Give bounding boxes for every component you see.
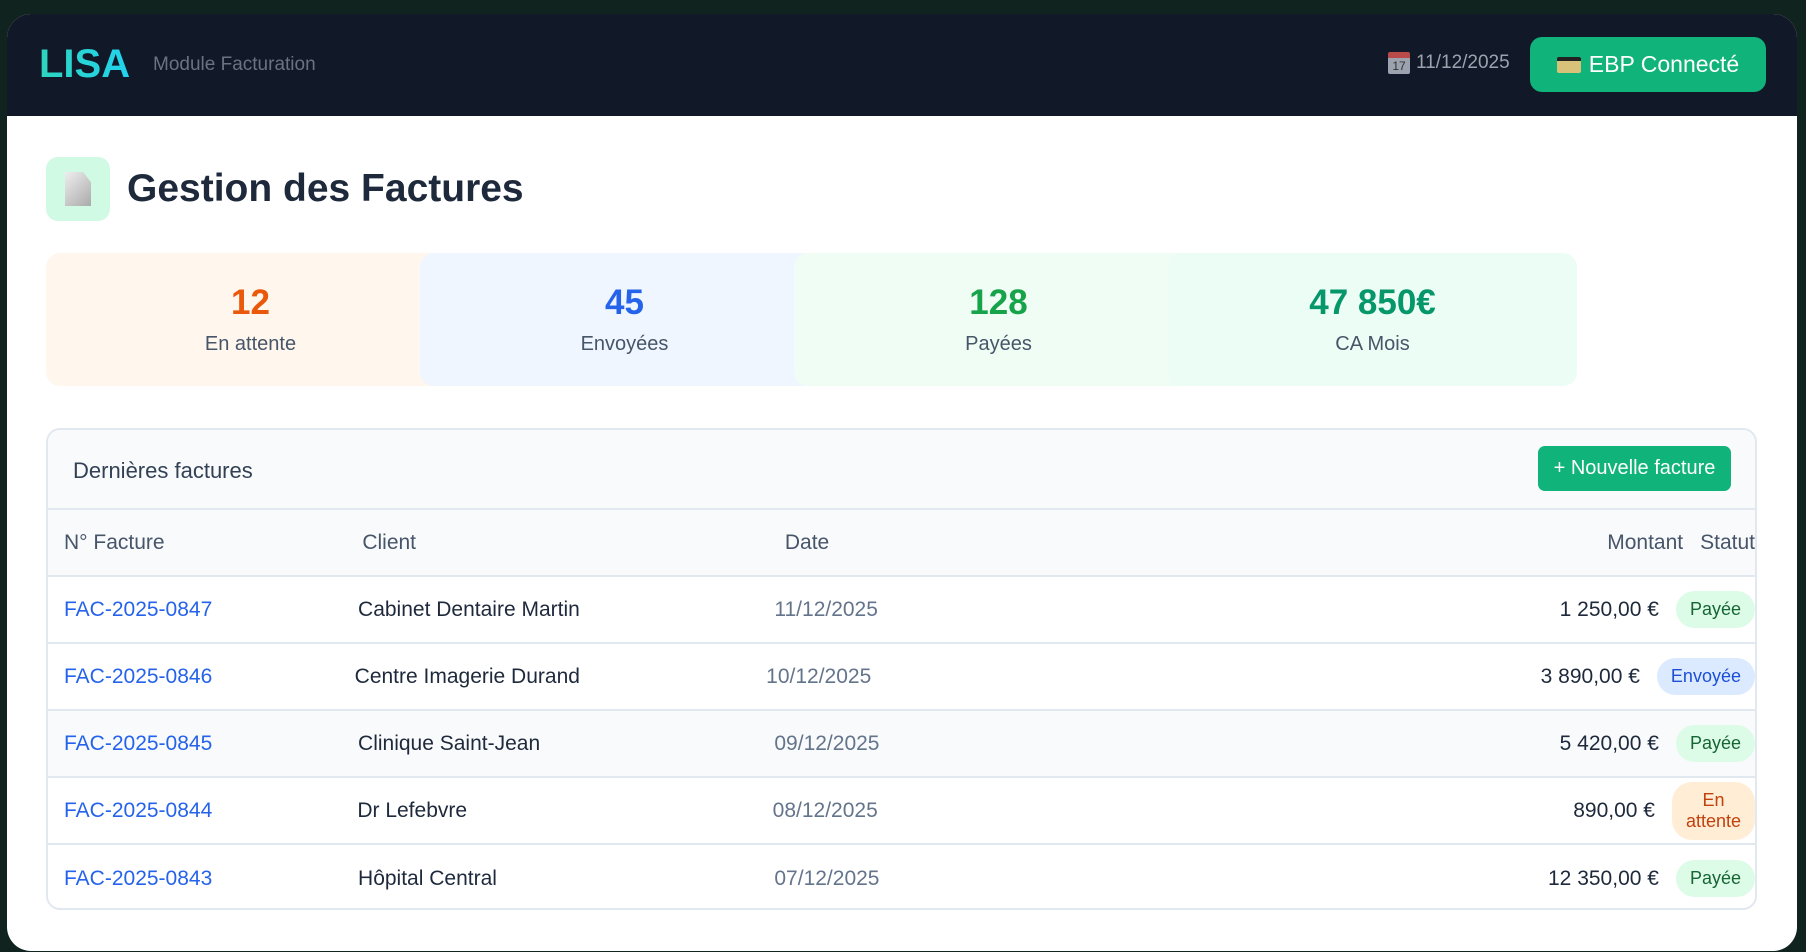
status-badge: En attente [1671,781,1755,840]
current-date: 17 11/12/2025 [1388,52,1510,74]
col-header-client[interactable]: Client [362,530,417,554]
client-name: Hôpital Central [358,866,497,890]
invoice-amount: 12 350,00 € [1548,866,1659,890]
col-header-date[interactable]: Date [784,530,830,554]
table-row[interactable]: FAC-2025-0843 Hôpital Central 07/12/2025… [48,845,1755,908]
invoice-number-link[interactable]: FAC-2025-0843 [64,866,213,890]
ebp-connected-button[interactable]: EBP Connecté [1530,37,1766,92]
status-badge: Payée [1675,591,1755,628]
table-row[interactable]: FAC-2025-0846 Centre Imagerie Durand 10/… [48,644,1755,711]
table-header-row: N° Facture Client Date Montant Statut [48,510,1755,577]
credit-card-icon [1556,56,1581,73]
calendar-icon: 17 [1388,52,1410,74]
col-header-status[interactable]: Statut [1700,530,1755,554]
invoice-number-link[interactable]: FAC-2025-0846 [64,664,213,688]
stat-card[interactable]: 47 850€ CA Mois [1168,253,1577,386]
stat-card[interactable]: 128 Payées [794,253,1203,386]
invoice-amount: 5 420,00 € [1559,731,1659,755]
top-bar: LISA Module Facturation 17 11/12/2025 EB… [7,14,1797,116]
status-badge: Payée [1675,860,1755,897]
client-name: Dr Lefebvre [357,798,468,822]
table-row[interactable]: FAC-2025-0847 Cabinet Dentaire Martin 11… [48,577,1755,644]
ebp-label: EBP Connecté [1588,51,1740,77]
stat-card[interactable]: 45 Envoyées [420,253,829,386]
new-invoice-button[interactable]: + Nouvelle facture [1538,446,1731,491]
document-icon [65,172,91,206]
stat-value: 45 [605,283,644,322]
invoice-number-link[interactable]: FAC-2025-0847 [64,597,213,621]
stat-value: 128 [969,283,1028,322]
invoice-date: 09/12/2025 [774,731,880,755]
invoice-date: 07/12/2025 [774,866,880,890]
stat-label: Envoyées [580,333,669,355]
stat-label: CA Mois [1335,333,1410,355]
stat-label: En attente [204,333,297,355]
invoice-amount: 1 250,00 € [1559,597,1659,621]
logo: LISA [39,42,131,86]
panel-title: Dernières factures [73,458,253,483]
page-title: Gestion des Factures [127,167,524,210]
app-window: LISA Module Facturation 17 11/12/2025 EB… [7,14,1797,951]
invoice-number-link[interactable]: FAC-2025-0844 [64,798,213,822]
invoice-date: 11/12/2025 [774,597,878,621]
col-header-amount[interactable]: Montant [1607,530,1684,554]
invoice-number-link[interactable]: FAC-2025-0845 [64,731,213,755]
page-icon [46,157,110,221]
panel-header: Dernières factures + Nouvelle facture [48,430,1755,510]
client-name: Centre Imagerie Durand [354,664,580,688]
status-badge: Payée [1675,725,1755,762]
invoices-panel: Dernières factures + Nouvelle facture N°… [46,428,1757,910]
stat-label: Payées [965,333,1032,355]
invoice-date: 08/12/2025 [772,798,878,822]
stat-value: 47 850€ [1309,283,1436,322]
client-name: Clinique Saint-Jean [358,731,541,755]
status-badge: Envoyée [1656,658,1755,695]
date-text: 11/12/2025 [1416,52,1510,73]
invoice-amount: 3 890,00 € [1540,664,1640,688]
client-name: Cabinet Dentaire Martin [358,597,580,621]
invoice-date: 10/12/2025 [766,664,872,688]
col-header-number[interactable]: N° Facture [64,530,165,554]
table-row[interactable]: FAC-2025-0844 Dr Lefebvre 08/12/2025 890… [48,778,1755,845]
invoice-amount: 890,00 € [1573,798,1655,822]
stat-value: 12 [231,283,270,322]
table-row[interactable]: FAC-2025-0845 Clinique Saint-Jean 09/12/… [48,711,1755,778]
stat-card[interactable]: 12 En attente [46,253,455,386]
module-subtitle: Module Facturation [153,54,316,75]
